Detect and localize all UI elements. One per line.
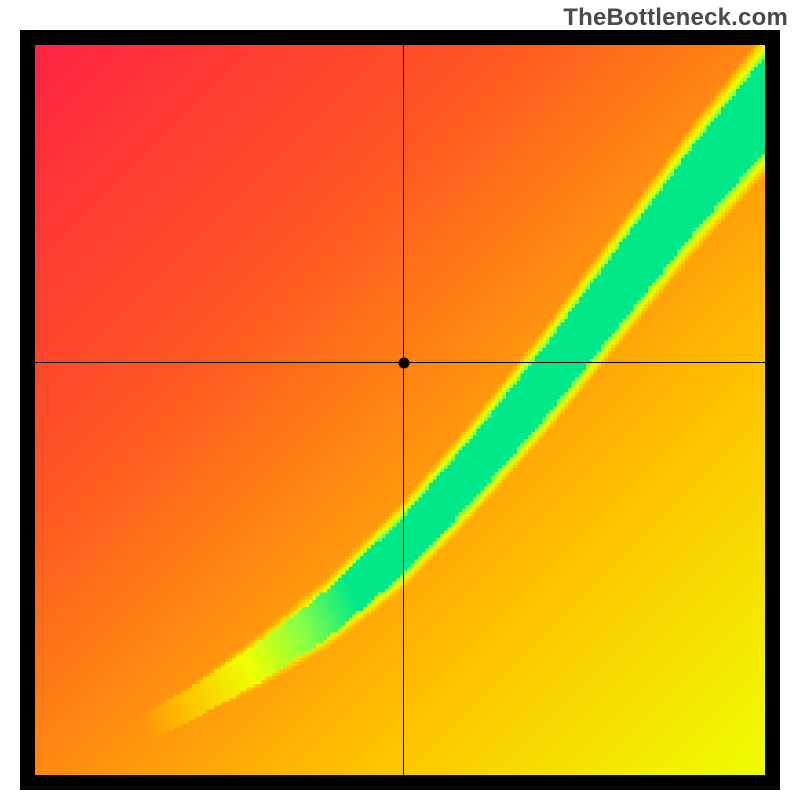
heatmap-canvas xyxy=(35,45,765,775)
crosshair-vertical xyxy=(403,45,405,775)
chart-container: TheBottleneck.com xyxy=(0,0,800,800)
plot-frame xyxy=(20,30,780,790)
crosshair-marker xyxy=(398,357,409,368)
watermark-text: TheBottleneck.com xyxy=(563,4,788,32)
